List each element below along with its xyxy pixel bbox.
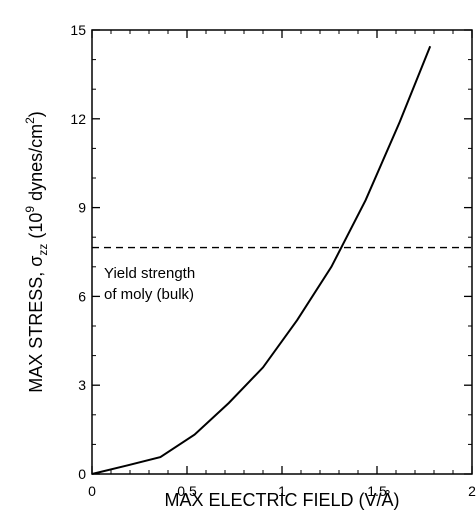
x-tick-label: 1.5: [367, 483, 387, 499]
y-tick-label: 9: [78, 200, 86, 216]
stress-series-line: [91, 45, 432, 475]
y-axis-title: MAX STRESS, σzz (109 dynes/cm2): [23, 111, 50, 393]
x-tick-label: 2: [468, 483, 476, 499]
x-tick-label: 1: [278, 483, 286, 499]
y-tick-label: 12: [70, 111, 86, 127]
x-axis-title: MAX ELECTRIC FIELD (V/Å): [164, 490, 399, 510]
x-tick-label: 0.5: [177, 483, 197, 499]
y-tick-label: 3: [78, 377, 86, 393]
y-tick-label: 15: [70, 22, 86, 38]
x-tick-label: 0: [88, 483, 96, 499]
annotation-line-2: of moly (bulk): [104, 286, 194, 303]
y-tick-label: 0: [78, 466, 86, 482]
plot-frame: [91, 29, 473, 475]
x-tick-labels: 0 0.5 1 1.5 2: [88, 483, 476, 499]
axis-ticks: [91, 29, 473, 475]
y-tick-labels: 0 3 6 9 12 15: [70, 22, 86, 482]
y-tick-label: 6: [78, 288, 86, 304]
annotation-line-1: Yield strength: [104, 265, 195, 282]
